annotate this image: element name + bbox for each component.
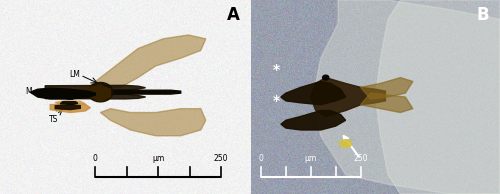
Text: μm: μm <box>304 154 317 163</box>
Polygon shape <box>76 85 110 101</box>
Text: 0: 0 <box>93 154 98 163</box>
Polygon shape <box>360 78 413 99</box>
Text: 0: 0 <box>258 154 264 163</box>
Ellipse shape <box>88 82 113 102</box>
Text: A: A <box>227 6 240 24</box>
Text: *: * <box>272 94 280 108</box>
Text: μm: μm <box>152 154 164 163</box>
Polygon shape <box>313 0 500 194</box>
Ellipse shape <box>340 140 352 147</box>
Text: *: * <box>272 63 280 77</box>
Polygon shape <box>281 111 345 130</box>
Polygon shape <box>55 105 80 110</box>
Polygon shape <box>45 85 146 90</box>
Polygon shape <box>30 88 96 99</box>
Text: LB: LB <box>66 93 74 102</box>
Ellipse shape <box>322 75 329 80</box>
Polygon shape <box>55 101 86 105</box>
Polygon shape <box>100 109 206 136</box>
Polygon shape <box>96 35 206 87</box>
Polygon shape <box>60 102 78 104</box>
Polygon shape <box>360 93 413 113</box>
Polygon shape <box>311 78 386 116</box>
Polygon shape <box>281 81 345 105</box>
Text: B: B <box>476 6 489 24</box>
Polygon shape <box>376 0 500 194</box>
Text: LM: LM <box>69 70 80 79</box>
Text: 250: 250 <box>214 154 228 163</box>
Polygon shape <box>45 94 146 99</box>
Polygon shape <box>50 103 90 113</box>
Text: 250: 250 <box>354 154 368 163</box>
Text: TS: TS <box>49 115 58 124</box>
Text: M: M <box>25 87 32 96</box>
Polygon shape <box>45 90 180 94</box>
